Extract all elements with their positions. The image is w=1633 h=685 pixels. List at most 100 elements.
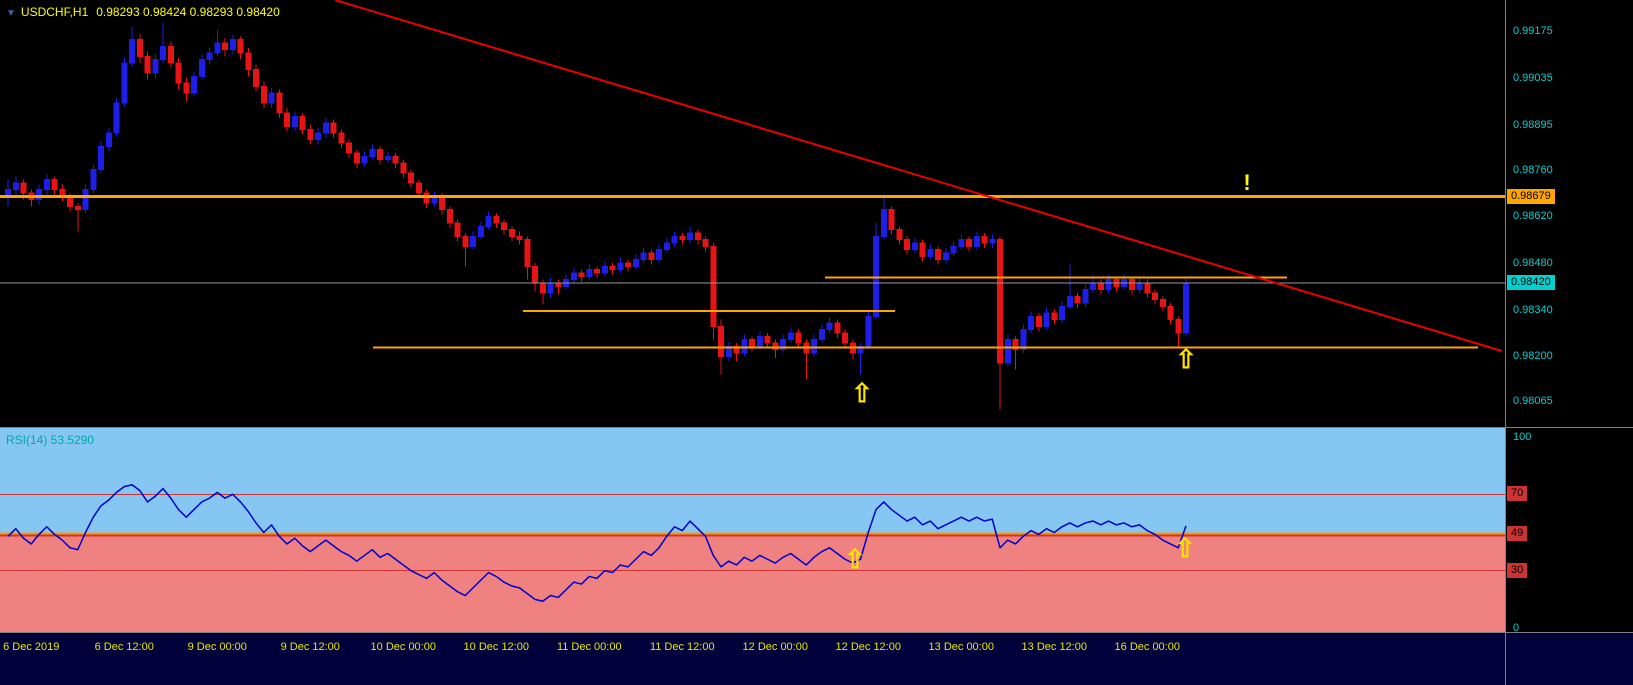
candle-body bbox=[873, 235, 879, 317]
candle-body bbox=[299, 115, 306, 131]
candle-body bbox=[524, 239, 531, 267]
candle-body bbox=[90, 169, 97, 191]
rsi-level-box: 30 bbox=[1507, 562, 1528, 578]
price-axis-label: 0.98620 bbox=[1513, 210, 1553, 223]
candle-body bbox=[1051, 312, 1058, 321]
candle-body bbox=[1074, 295, 1081, 304]
candle-body bbox=[687, 232, 693, 241]
time-axis-label: 11 Dec 12:00 bbox=[649, 641, 715, 653]
candle-body bbox=[935, 249, 941, 261]
candle-body bbox=[547, 282, 554, 294]
rsi-axis-label: 0 bbox=[1513, 622, 1520, 634]
candle-body bbox=[82, 189, 89, 211]
time-axis[interactable]: 6 Dec 2019 6 Dec 12:00 9 Dec 00:00 9 Dec 12… bbox=[0, 632, 1633, 685]
candle-body bbox=[578, 272, 585, 277]
candle-body bbox=[415, 182, 422, 194]
price-axis-label: 0.98480 bbox=[1513, 257, 1553, 269]
candle-body bbox=[167, 45, 174, 64]
candle-body bbox=[160, 45, 166, 61]
candle-body bbox=[229, 39, 236, 51]
rsi-line bbox=[7, 484, 1187, 603]
candle-body bbox=[501, 222, 507, 231]
candle-body bbox=[470, 235, 476, 247]
candle-body bbox=[586, 269, 593, 277]
candle-body bbox=[129, 39, 135, 64]
candle-body bbox=[880, 209, 887, 237]
candle-body bbox=[105, 132, 112, 147]
time-axis-label: 13 Dec 00:00 bbox=[928, 641, 994, 653]
candle-body bbox=[632, 259, 639, 267]
candle-body bbox=[997, 239, 1003, 364]
candle-body bbox=[12, 182, 19, 191]
candle-body bbox=[609, 265, 616, 271]
candle-body bbox=[617, 262, 624, 271]
candle-body bbox=[826, 322, 833, 331]
candle-body bbox=[640, 252, 647, 261]
rsi-upper-zone bbox=[0, 428, 1505, 535]
candle-body bbox=[260, 85, 267, 104]
panel-separator[interactable] bbox=[0, 427, 1633, 428]
time-axis-label: 10 Dec 00:00 bbox=[370, 641, 436, 653]
candle-body bbox=[384, 155, 391, 161]
price-axis-label: 0.98340 bbox=[1513, 303, 1553, 316]
price-axis-label: 0.98760 bbox=[1513, 163, 1553, 176]
candle-body bbox=[245, 52, 252, 71]
candle-body bbox=[322, 122, 329, 134]
candle-body bbox=[206, 52, 213, 61]
candle-body bbox=[1136, 282, 1143, 291]
price-axis-label: 0.99035 bbox=[1513, 72, 1553, 84]
candle-body bbox=[570, 272, 577, 281]
candle-body bbox=[694, 232, 701, 241]
candle-body bbox=[733, 345, 740, 354]
candle-body bbox=[927, 249, 934, 257]
candle-body bbox=[702, 239, 709, 247]
candle-body bbox=[183, 82, 190, 94]
candle-body bbox=[276, 92, 283, 114]
candle-body bbox=[725, 345, 732, 357]
candle-body bbox=[253, 69, 259, 87]
candle-body bbox=[1128, 279, 1135, 291]
rsi-indicator-canvas[interactable]: ⇧ ⇧ bbox=[0, 428, 1505, 632]
candle-body bbox=[237, 39, 244, 54]
candle-body bbox=[818, 329, 825, 341]
up-arrow-icon[interactable]: ⇧ bbox=[844, 544, 866, 574]
price-axis[interactable]: 0.99175 0.99035 0.98895 0.98760 0.98620 0.984… bbox=[1506, 0, 1633, 634]
candle-body bbox=[369, 149, 376, 157]
candle-body bbox=[950, 245, 957, 254]
candle-body bbox=[1144, 282, 1151, 294]
rsi-lower-zone bbox=[0, 534, 1505, 632]
up-arrow-icon[interactable]: ⇧ bbox=[1175, 344, 1197, 374]
descending-trendline[interactable] bbox=[334, 0, 1503, 352]
candle-body bbox=[51, 179, 58, 191]
time-axis-separator bbox=[0, 632, 1633, 633]
candle-body bbox=[1097, 282, 1104, 291]
candle-body bbox=[958, 239, 965, 247]
candle-body bbox=[764, 335, 771, 344]
up-arrow-icon[interactable]: ⇧ bbox=[1174, 533, 1196, 563]
dropdown-triangle-icon[interactable]: ▼ bbox=[6, 8, 16, 19]
candle-body bbox=[400, 162, 407, 174]
candle-body bbox=[648, 252, 655, 261]
price-axis-label: 0.98200 bbox=[1513, 350, 1553, 363]
rsi-level-box: 70 bbox=[1507, 486, 1528, 502]
candle-body bbox=[408, 172, 414, 184]
candle-body bbox=[446, 209, 453, 224]
candle-body bbox=[1105, 279, 1112, 291]
candle-body bbox=[121, 62, 128, 104]
current-price-box: 0.98420 bbox=[1507, 275, 1555, 290]
up-arrow-icon[interactable]: ⇧ bbox=[851, 378, 873, 408]
exclamation-mark[interactable]: ! bbox=[1243, 170, 1250, 195]
chart-header: ▼ USDCHF,H1 0.98293 0.98424 0.98293 0.9842… bbox=[6, 5, 280, 19]
candle-body bbox=[625, 262, 631, 267]
candle-body bbox=[1004, 339, 1011, 364]
candle-body bbox=[20, 182, 27, 194]
candle-body bbox=[741, 339, 748, 354]
candle-body bbox=[74, 205, 81, 211]
candle-body bbox=[508, 229, 515, 237]
candle-body bbox=[679, 235, 686, 241]
candle-body bbox=[214, 42, 221, 54]
candle-body bbox=[601, 265, 608, 274]
price-chart-canvas[interactable]: ⇧ ⇧! bbox=[0, 0, 1505, 427]
candle-body bbox=[392, 155, 399, 164]
candle-body bbox=[981, 235, 988, 244]
